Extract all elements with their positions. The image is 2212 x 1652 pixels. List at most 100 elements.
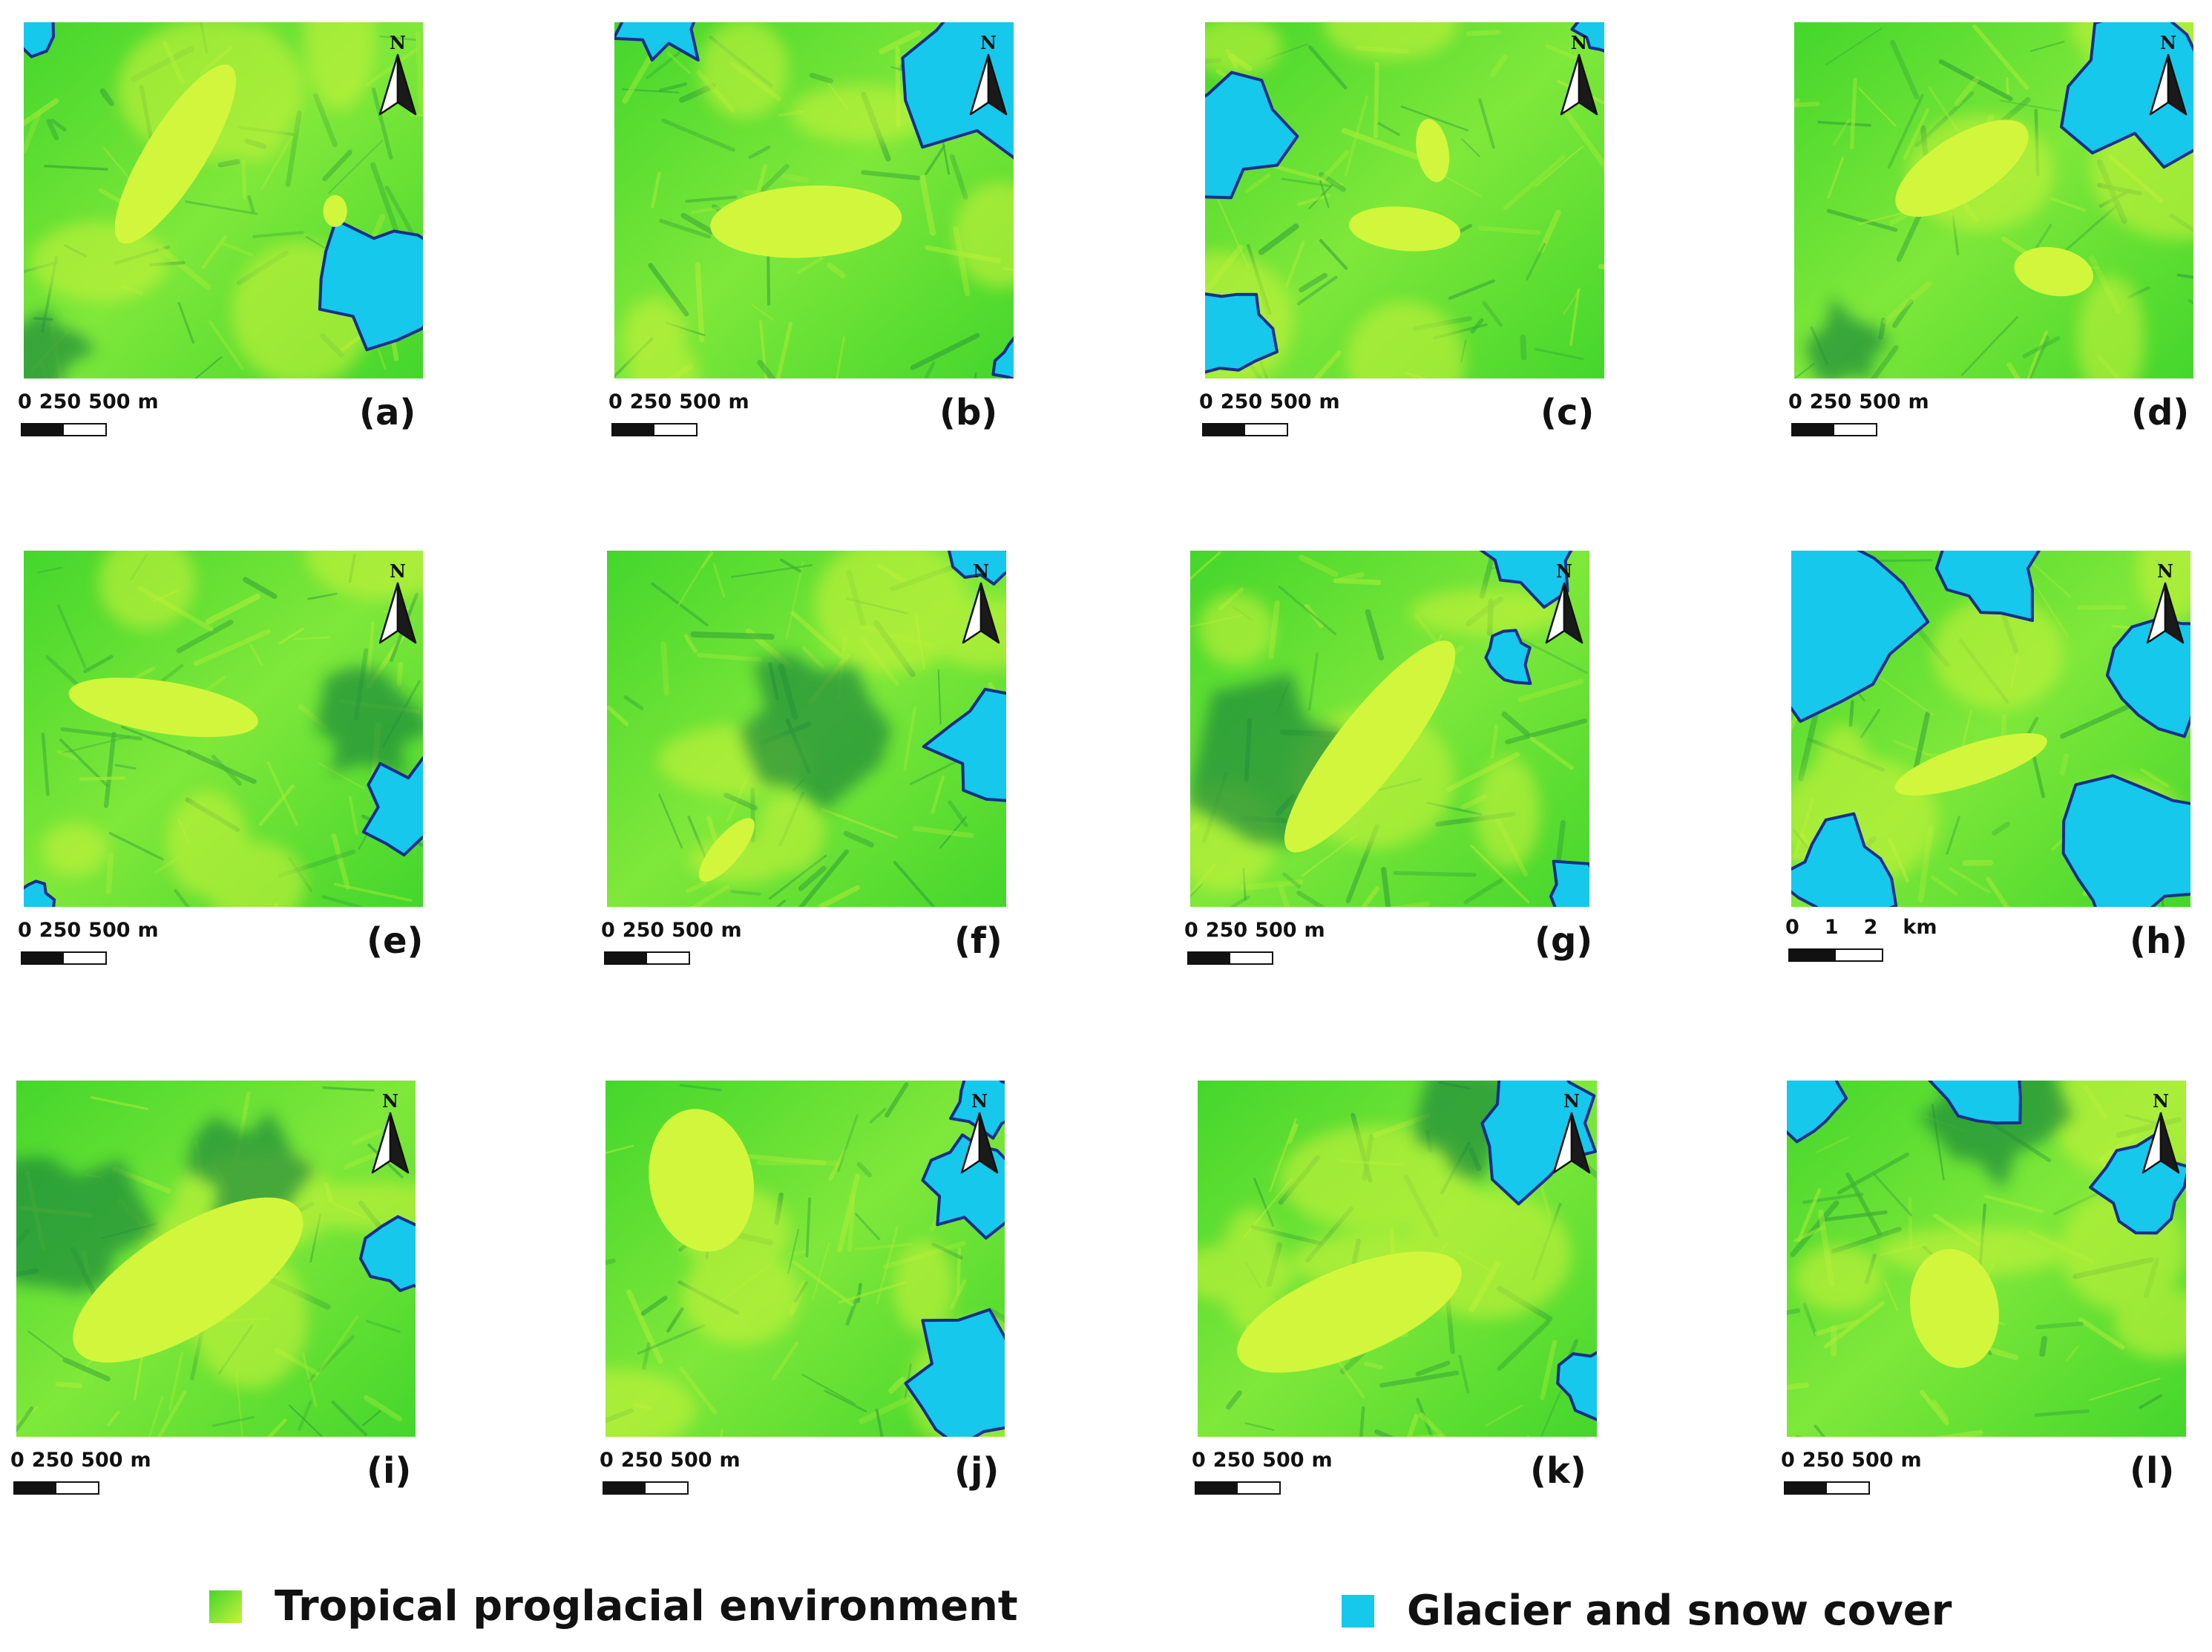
panel-label-h: (h) <box>2130 920 2188 962</box>
glacier-snow-cover <box>922 551 1006 802</box>
scale-label: 0 <box>1781 1449 1795 1472</box>
scale-label: 250 <box>1802 1449 1845 1472</box>
proglacial-lakes <box>1895 119 2093 297</box>
scale-label: 250 <box>1205 919 1248 942</box>
scale-labels: 0 250 500 m <box>1199 390 1348 413</box>
scale-label: 0 <box>1199 390 1213 413</box>
map-l: N <box>1787 1081 2186 1437</box>
scale-labels: 0 250 500 m <box>1781 1449 1929 1472</box>
glacier-snow-cover <box>1791 551 2190 907</box>
map-k: N <box>1198 1081 1597 1437</box>
scale-label: 0 <box>1788 390 1802 413</box>
north-arrow-icon: N <box>367 1092 414 1179</box>
scale-label: 500 <box>679 390 721 413</box>
scale-label: 500 <box>81 1449 123 1472</box>
scale-label: 250 <box>629 390 672 413</box>
panel-label-e: (e) <box>367 920 424 962</box>
scale-labels: 0 250 500 m <box>600 1449 748 1472</box>
north-arrow-icon: N <box>1555 34 1603 120</box>
scale-label: m <box>1908 390 1929 413</box>
glacier-snow-cover <box>1787 1081 2186 1235</box>
scale-label: 250 <box>620 1449 663 1472</box>
glacier-snow-cover <box>359 1215 416 1292</box>
scale-label: m <box>721 919 742 942</box>
scale-labels: 0 250 500 m <box>1788 390 1937 413</box>
north-arrow-icon: N <box>2142 563 2189 649</box>
north-letter: N <box>390 560 406 582</box>
scale-label: m <box>1900 1449 1922 1472</box>
north-arrow-icon: N <box>2144 34 2192 120</box>
proglacial-lakes <box>710 185 902 258</box>
scale-label: m <box>137 390 159 413</box>
scale-graphic <box>603 1481 689 1495</box>
north-letter: N <box>971 1090 988 1112</box>
north-arrow-icon: N <box>374 34 421 120</box>
scale-graphic <box>21 423 107 436</box>
scale-label: 500 <box>1851 1449 1894 1472</box>
panel-label-a: (a) <box>359 392 416 433</box>
scale-graphic <box>1791 423 1877 436</box>
map-h: N <box>1791 551 2190 907</box>
scale-label: 0 <box>600 1449 614 1472</box>
scale-label: 500 <box>88 390 131 413</box>
scale-graphic <box>13 1481 99 1495</box>
scale-label: 500 <box>1262 1449 1304 1472</box>
scale-label: 0 <box>10 1449 24 1472</box>
proglacial-lakes <box>1894 733 2047 796</box>
north-letter: N <box>382 1090 398 1112</box>
scale-graphic <box>611 423 698 436</box>
proglacial-lakes <box>1910 1249 1999 1369</box>
north-arrow-icon: N <box>374 563 421 649</box>
scale-label: m <box>130 1449 151 1472</box>
north-letter: N <box>1556 560 1572 582</box>
map-f: N <box>607 551 1006 907</box>
map-g: N <box>1190 551 1589 907</box>
scale-graphic <box>604 951 690 965</box>
scale-graphic <box>1788 948 1883 962</box>
scale-labels: 0 250 500 m <box>10 1449 159 1472</box>
proglacial-lakes <box>1237 1251 1462 1373</box>
glacier-snow-cover <box>1205 22 1604 374</box>
north-arrow-icon: N <box>956 1092 1003 1179</box>
proglacial-lakes <box>1284 640 1456 853</box>
map-b: N <box>614 22 1014 378</box>
scale-label: 250 <box>39 919 82 942</box>
scale-labels: 0 250 500 m <box>18 390 166 413</box>
map-j: N <box>605 1081 1005 1437</box>
north-arrow-icon: N <box>2137 1092 2185 1179</box>
panel-label-d: (d) <box>2131 392 2190 433</box>
scale-graphic <box>1187 951 1273 965</box>
scale-label: 2 <box>1863 916 1878 939</box>
panel-label-i: (i) <box>367 1450 412 1492</box>
scale-label: 250 <box>39 390 82 413</box>
scale-labels: 0 250 500 m <box>1184 919 1333 942</box>
panel-label-j: (j) <box>954 1450 1000 1492</box>
scale-label: 250 <box>31 1449 74 1472</box>
scale-label: 0 <box>608 390 623 413</box>
scale-label: 250 <box>1220 390 1263 413</box>
panel-label-k: (k) <box>1530 1450 1586 1492</box>
map-e: N <box>24 551 423 907</box>
scale-graphic <box>1202 423 1288 436</box>
proglacial-lakes <box>698 818 755 882</box>
scale-label: 0 <box>1785 916 1799 939</box>
scale-label: 1 <box>1824 916 1839 939</box>
legend-label: Tropical proglacial environment <box>275 1582 1018 1630</box>
north-arrow-icon: N <box>957 563 1005 649</box>
north-letter: N <box>390 32 406 53</box>
scale-label: 0 <box>1184 919 1198 942</box>
north-letter: N <box>980 32 997 53</box>
glacier-snow-cover <box>2060 22 2193 169</box>
north-letter: N <box>1563 1090 1580 1112</box>
north-letter: N <box>2160 32 2176 53</box>
north-arrow-icon: N <box>1548 1092 1595 1179</box>
panel-label-c: (c) <box>1540 392 1595 433</box>
scale-label: m <box>1304 919 1325 942</box>
scale-label: 500 <box>670 1449 712 1472</box>
scale-label: 250 <box>1212 1449 1256 1472</box>
north-letter: N <box>2157 560 2173 582</box>
scale-labels: 0 1 2 km <box>1785 916 1962 939</box>
north-letter: N <box>973 560 989 582</box>
proglacial-lakes <box>73 1197 303 1363</box>
scale-labels: 0 250 500 m <box>18 919 166 942</box>
